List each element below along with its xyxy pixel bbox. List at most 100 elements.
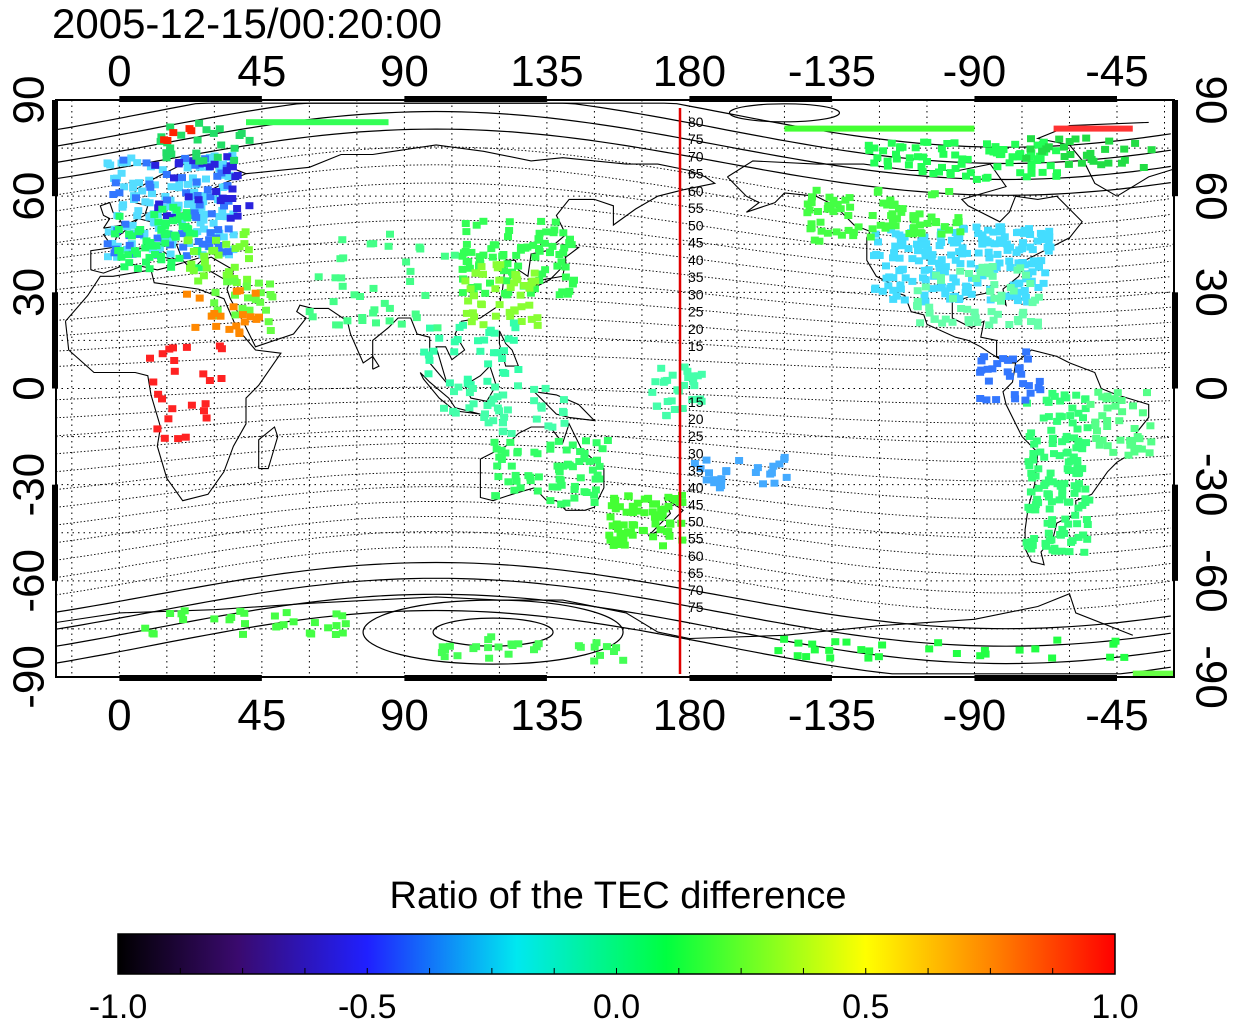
tec-ratio-cell <box>883 157 892 165</box>
tec-ratio-cell <box>977 357 986 365</box>
tec-ratio-cell <box>256 289 265 297</box>
tec-ratio-cell <box>535 245 543 252</box>
tec-ratio-cell <box>264 318 273 326</box>
tec-ratio-cell <box>1011 140 1020 148</box>
top-tick-label: 180 <box>653 47 726 96</box>
colorbar-tick-label: 1.0 <box>1091 988 1138 1024</box>
tec-ratio-cell <box>810 646 819 654</box>
tec-ratio-cell <box>928 251 937 259</box>
tec-ratio-cell <box>177 217 186 225</box>
tec-ratio-cell <box>935 168 943 176</box>
frame-bar-top <box>404 96 547 102</box>
tec-ratio-cell <box>534 235 543 243</box>
tec-ratio-cell <box>576 643 585 651</box>
tec-ratio-cell <box>1004 356 1013 364</box>
tec-ratio-cell <box>1015 151 1024 159</box>
tec-ratio-cell <box>1053 636 1062 644</box>
tec-ratio-cell <box>937 283 946 291</box>
tec-ratio-cell <box>837 231 846 239</box>
tec-ratio-cell <box>228 195 237 202</box>
tec-ratio-cell <box>925 645 934 653</box>
tec-ratio-cell <box>1111 402 1120 410</box>
tec-ratio-cell <box>878 287 887 295</box>
tec-ratio-cell <box>469 400 478 408</box>
tec-ratio-cell <box>172 206 181 214</box>
tec-ratio-cell <box>486 279 494 287</box>
frame-bar-left <box>52 100 58 197</box>
tec-ratio-cell <box>212 322 221 330</box>
tec-ratio-cell <box>163 196 171 204</box>
tec-ratio-cell <box>254 279 263 287</box>
tec-ratio-cell <box>488 253 497 261</box>
tec-ratio-cell <box>888 210 897 218</box>
tec-ratio-cell <box>802 653 811 661</box>
tec-ratio-cell <box>120 183 129 191</box>
tec-ratio-cell <box>612 644 621 652</box>
tec-ratio-cell <box>449 407 458 415</box>
tec-ratio-cell <box>124 251 133 259</box>
tec-ratio-cell <box>640 509 649 517</box>
tec-ratio-cell <box>887 139 896 147</box>
tec-ratio-cell <box>175 254 184 262</box>
tec-ratio-cell <box>1092 435 1101 442</box>
tec-ratio-cell <box>127 232 136 240</box>
tec-ratio-cell <box>615 503 624 511</box>
tec-ratio-cell <box>1048 440 1057 447</box>
tec-ratio-cell <box>1006 264 1015 272</box>
tec-ratio-cell <box>245 255 253 263</box>
tec-ratio-cell <box>491 312 500 320</box>
tec-ratio-cell <box>179 243 188 251</box>
tec-ratio-cell <box>416 245 425 253</box>
bottom-tick-label: -90 <box>943 691 1007 740</box>
tec-ratio-cell <box>1124 451 1133 459</box>
tec-ratio-cell <box>722 467 731 475</box>
tec-ratio-cell <box>1038 168 1047 176</box>
tec-ratio-cell <box>154 218 163 226</box>
tec-ratio-cell <box>138 187 147 195</box>
tec-ratio-cell <box>205 243 214 251</box>
tec-ratio-cell <box>1034 484 1043 492</box>
tec-ratio-cell <box>1044 143 1053 151</box>
tec-ratio-cell <box>490 438 499 446</box>
tec-ratio-cell <box>222 240 231 248</box>
tec-ratio-cell <box>575 458 584 465</box>
tec-ratio-cell <box>649 533 658 541</box>
tec-ratio-cell <box>507 430 516 437</box>
tec-ratio-cell <box>208 247 217 255</box>
tec-ratio-cell <box>145 199 154 207</box>
tec-ratio-cell <box>206 193 215 201</box>
tec-ratio-cell <box>182 189 191 197</box>
tec-ratio-cell <box>794 639 803 647</box>
tec-ratio-cell <box>189 230 198 238</box>
tec-ratio-cell <box>192 178 201 186</box>
tec-ratio-cell <box>1028 268 1037 276</box>
tec-ratio-cell <box>891 230 900 238</box>
tec-ratio-cell <box>514 366 523 373</box>
tec-ratio-cell <box>206 229 215 237</box>
tec-ratio-cell <box>141 244 150 252</box>
tec-ratio-cell <box>1021 396 1030 404</box>
tec-ratio-cell <box>192 152 201 160</box>
tec-ratio-cell <box>491 492 500 500</box>
tec-ratio-cell <box>512 477 521 485</box>
tec-ratio-cell <box>945 226 953 234</box>
tec-ratio-cell <box>1060 153 1069 160</box>
tec-ratio-cell <box>185 125 194 133</box>
top-tick-label: -90 <box>943 47 1007 96</box>
tec-ratio-cell <box>913 303 922 311</box>
tec-ratio-cell <box>677 519 686 527</box>
tec-ratio-cell <box>203 186 212 194</box>
tec-ratio-cell <box>817 227 826 235</box>
tec-ratio-cell <box>689 372 698 380</box>
tec-ratio-cell <box>132 194 140 202</box>
tec-ratio-cell <box>530 385 539 393</box>
tec-ratio-cell <box>1087 156 1096 163</box>
tec-ratio-cell <box>511 471 520 479</box>
tec-ratio-cell <box>1034 499 1043 507</box>
tec-ratio-cell <box>825 646 834 654</box>
tec-ratio-cell <box>915 210 924 218</box>
tec-ratio-cell <box>985 147 994 155</box>
coastline <box>64 269 282 502</box>
tec-ratio-cell <box>188 174 197 182</box>
tec-ratio-cell <box>499 391 508 399</box>
